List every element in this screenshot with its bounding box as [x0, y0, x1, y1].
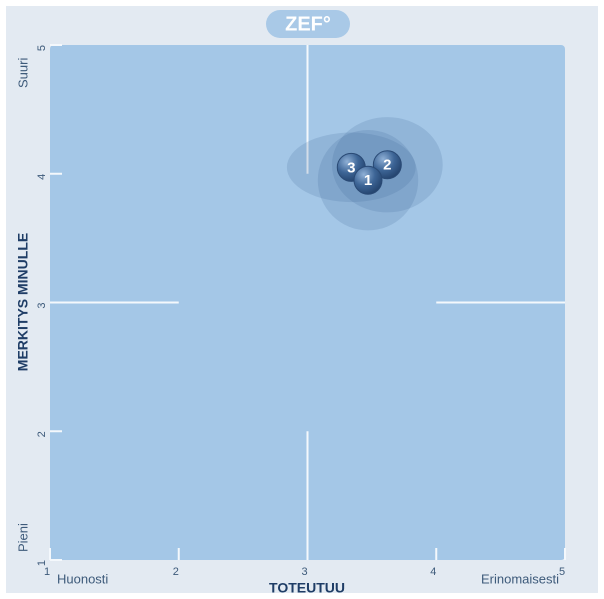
x-tick-label: 1 [44, 566, 50, 578]
y-tick-label: 2 [36, 431, 48, 437]
y-tick-label: 3 [36, 302, 48, 308]
x-tick-label: 4 [430, 566, 436, 578]
bubble-label: 2 [383, 157, 391, 174]
y-tick-label: 5 [36, 45, 48, 51]
bubble [353, 165, 383, 195]
bubble [372, 150, 402, 180]
x-low-label: Huonosti [57, 571, 108, 586]
x-axis-title: TOTEUTUU [269, 580, 345, 596]
y-tick-label: 4 [36, 174, 48, 180]
plot-area [50, 45, 565, 560]
bubble-label: 3 [347, 159, 355, 176]
logo-pill [266, 10, 350, 38]
logo: ZEF° [285, 13, 331, 35]
x-tick-label: 3 [301, 566, 307, 578]
x-tick-label: 2 [173, 566, 179, 578]
x-high-label: Erinomaisesti [481, 571, 559, 586]
y-axis-title: MERKITYS MINULLE [15, 233, 31, 371]
bubble-label: 1 [364, 172, 372, 189]
y-tick-label: 1 [36, 560, 48, 566]
x-tick-label: 5 [559, 566, 565, 578]
y-low-label: Pieni [15, 523, 30, 552]
y-high-label: Suuri [15, 58, 30, 88]
